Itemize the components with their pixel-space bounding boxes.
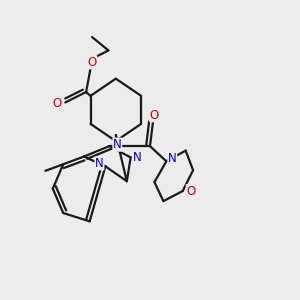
- Text: O: O: [186, 184, 196, 197]
- Text: O: O: [87, 56, 97, 69]
- Text: N: N: [113, 138, 122, 151]
- Text: O: O: [52, 97, 62, 110]
- Text: O: O: [150, 109, 159, 122]
- Text: N: N: [133, 151, 142, 164]
- Text: N: N: [168, 152, 177, 165]
- Text: N: N: [95, 157, 104, 170]
